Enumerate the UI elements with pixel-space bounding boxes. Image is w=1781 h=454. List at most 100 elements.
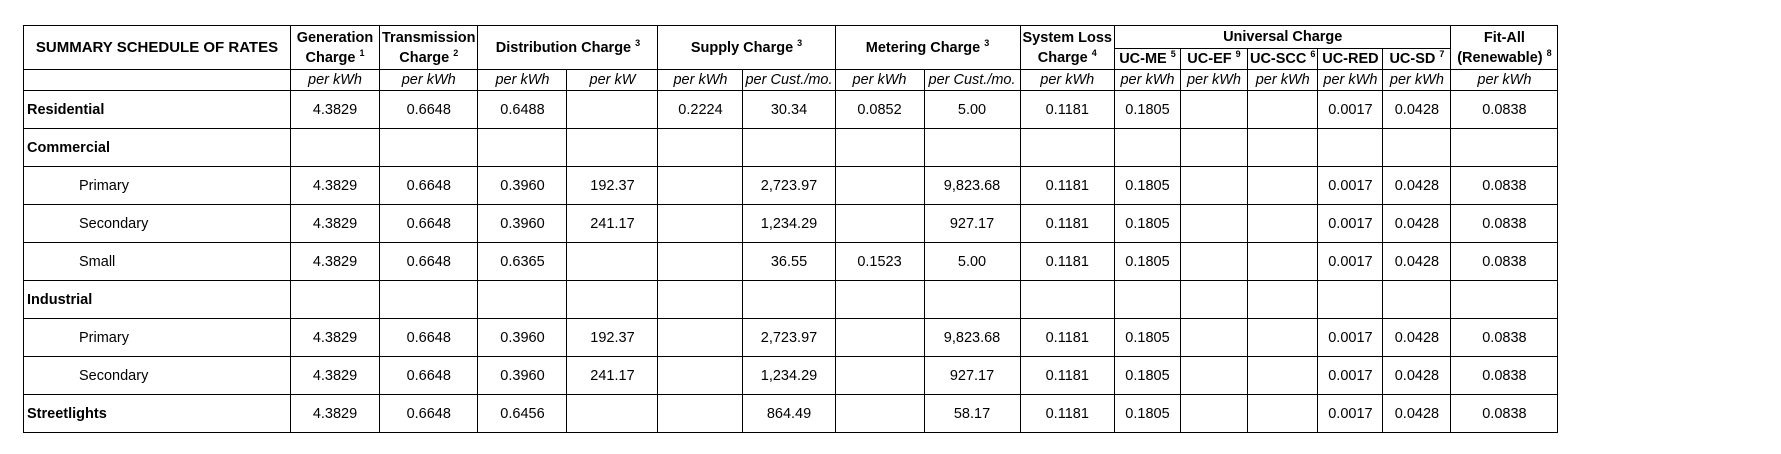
rate-cell: 0.1181 [1019,90,1115,129]
header-universal-charge: Universal Charge [1113,25,1452,49]
rate-cell: 0.6648 [378,90,479,129]
rate-cell: 4.3829 [290,318,380,357]
rate-cell: 0.0017 [1317,318,1384,357]
rate-cell: 0.0017 [1317,242,1384,281]
header-uc-sd: UC-SD 7 [1382,48,1452,70]
rate-cell: 36.55 [742,242,836,281]
rate-cell [923,280,1021,319]
rate-cell [1246,280,1319,319]
rate-cell: 0.1523 [834,242,925,281]
rate-cell: 0.6648 [378,242,479,281]
rate-cell [1450,280,1559,319]
unit-cell: per Cust./mo. [742,69,836,91]
rate-cell: 5.00 [923,242,1021,281]
rate-cell [1317,128,1384,167]
rate-cell [1179,204,1248,243]
rate-cell [834,318,925,357]
rate-cell [1450,128,1559,167]
header-system-loss-charge: System Loss Charge 4 [1019,25,1115,70]
rate-cell: 0.1805 [1113,242,1181,281]
rate-cell: 0.0017 [1317,356,1384,395]
rate-cell [834,280,925,319]
rate-cell [1246,128,1319,167]
rate-cell [657,166,744,205]
rate-cell: 0.0838 [1450,242,1559,281]
rate-cell: 0.1805 [1113,318,1181,357]
rate-cell: 0.1805 [1113,166,1181,205]
table-title: SUMMARY SCHEDULE OF RATES [23,25,291,70]
rate-cell [1246,166,1319,205]
rate-cell [1179,394,1248,433]
rate-cell [657,242,744,281]
rate-cell: 0.1181 [1019,204,1115,243]
rate-cell [1246,356,1319,395]
rate-cell: 0.3960 [477,166,568,205]
rate-cell: 0.6648 [378,204,479,243]
rate-cell: 0.3960 [477,318,568,357]
rate-cell: 192.37 [566,166,659,205]
table-row: Secondary 4.3829 0.6648 0.3960 241.17 1,234.2… [23,356,1559,395]
rate-cell: 0.1181 [1019,166,1115,205]
rate-cell [477,280,568,319]
rate-cell: 0.0838 [1450,166,1559,205]
rate-cell: 4.3829 [290,356,380,395]
rate-cell [290,128,380,167]
rate-cell: 4.3829 [290,90,380,129]
units-row: per kWh per kWh per kWh per kW per kWh per Cu… [23,69,1559,91]
rate-cell: 0.3960 [477,204,568,243]
rate-cell: 0.0017 [1317,90,1384,129]
rate-cell: 0.0428 [1382,204,1452,243]
rate-cell: 1,234.29 [742,356,836,395]
rate-cell: 0.2224 [657,90,744,129]
header-uc-ef: UC-EF 9 [1179,48,1248,70]
category-label: Commercial [23,128,291,167]
rate-cell [834,394,925,433]
rate-cell [1382,128,1452,167]
subcategory-label: Primary [23,318,291,357]
rate-cell [742,128,836,167]
table-row: Streetlights 4.3829 0.6648 0.6456 864.49 58.1… [23,394,1559,433]
rate-cell: 0.1805 [1113,90,1181,129]
unit-cell: per kWh [1317,69,1384,91]
rate-cell [566,90,659,129]
rate-cell: 0.0017 [1317,394,1384,433]
unit-cell: per kWh [834,69,925,91]
table-row: Primary 4.3829 0.6648 0.3960 192.37 2,723.97 9… [23,318,1559,357]
rate-cell [378,128,479,167]
unit-cell: per kWh [378,69,479,91]
rate-cell: 0.0838 [1450,318,1559,357]
rate-cell: 2,723.97 [742,318,836,357]
rate-cell [477,128,568,167]
rate-cell: 58.17 [923,394,1021,433]
rate-cell: 0.1181 [1019,394,1115,433]
header-uc-red: UC-RED [1317,48,1384,70]
subcategory-label: Primary [23,166,291,205]
rate-cell: 0.0428 [1382,242,1452,281]
rate-cell: 0.1181 [1019,242,1115,281]
rate-cell [1179,280,1248,319]
rate-cell [1382,280,1452,319]
rate-cell: 0.6648 [378,394,479,433]
subcategory-label: Secondary [23,204,291,243]
header-transmission-charge: Transmission Charge 2 [378,25,479,70]
rate-cell: 0.6648 [378,318,479,357]
category-label: Industrial [23,280,291,319]
subcategory-label: Secondary [23,356,291,395]
rate-cell [1246,318,1319,357]
rate-cell: 4.3829 [290,242,380,281]
rate-cell [657,318,744,357]
rate-cell [1179,318,1248,357]
rate-cell: 0.0428 [1382,356,1452,395]
unit-cell: per kWh [1246,69,1319,91]
unit-cell: per kWh [1113,69,1181,91]
rate-cell [1246,204,1319,243]
rate-cell: 0.1805 [1113,204,1181,243]
category-label: Streetlights [23,394,291,433]
rates-table-container: SUMMARY SCHEDULE OF RATES Generation Char… [23,25,1559,433]
rate-cell [834,166,925,205]
table-row: Commercial [23,128,1559,167]
rate-cell [566,242,659,281]
rate-cell [657,356,744,395]
rate-cell: 0.6488 [477,90,568,129]
rate-cell: 927.17 [923,356,1021,395]
